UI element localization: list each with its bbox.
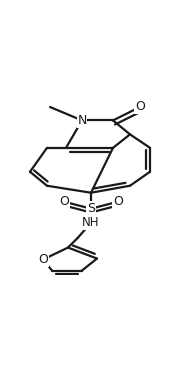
Text: S: S: [87, 202, 95, 215]
Text: O: O: [38, 253, 48, 266]
Text: O: O: [59, 195, 69, 208]
Text: N: N: [77, 114, 87, 127]
Text: NH: NH: [82, 216, 100, 229]
Text: O: O: [113, 195, 123, 208]
Text: O: O: [135, 101, 145, 113]
